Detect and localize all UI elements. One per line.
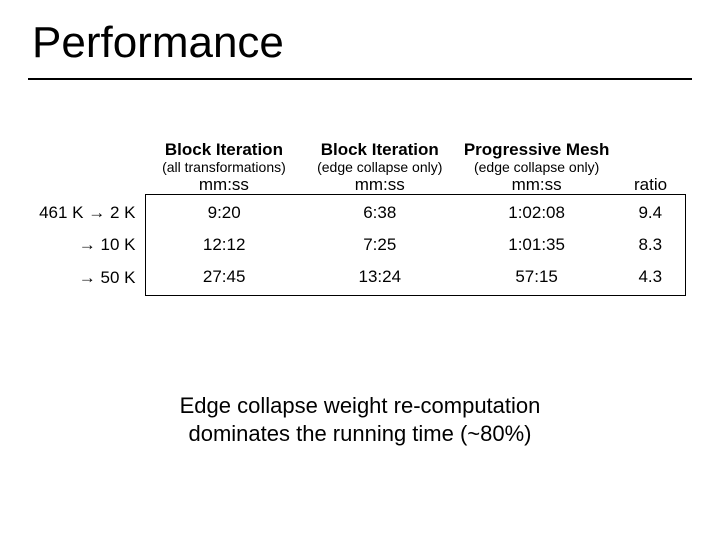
col-header-unit: mm:ss: [302, 175, 458, 195]
table-header-row-main: Block Iteration Block Iteration Progress…: [34, 140, 686, 160]
col-header-sub: (edge collapse only): [458, 160, 616, 175]
col-header-unit: mm:ss: [458, 175, 616, 195]
cell-value: 1:02:08: [458, 195, 616, 230]
table-row: → 50 K 27:45 13:24 57:15 4.3: [34, 261, 686, 296]
row-label: → 50 K: [34, 261, 146, 296]
col-header-sub: (edge collapse only): [302, 160, 458, 175]
slide: Performance Block Iteration Block Iterat…: [0, 0, 720, 540]
cell-value: 7:25: [302, 229, 458, 261]
cell-value: 27:45: [146, 261, 302, 296]
table-row: → 10 K 12:12 7:25 1:01:35 8.3: [34, 229, 686, 261]
table-row: 461 K → 2 K 9:20 6:38 1:02:08 9.4: [34, 195, 686, 230]
col-header-main: Block Iteration: [146, 140, 302, 160]
table-header-row-unit: mm:ss mm:ss mm:ss ratio: [34, 175, 686, 195]
caption: Edge collapse weight re-computation domi…: [0, 392, 720, 447]
title-underline: [28, 78, 692, 80]
page-title: Performance: [32, 18, 284, 68]
table-header-row-sub: (all transformations) (edge collapse onl…: [34, 160, 686, 175]
caption-line: Edge collapse weight re-computation: [0, 392, 720, 420]
cell-value: 57:15: [458, 261, 616, 296]
col-header-main: Progressive Mesh: [458, 140, 616, 160]
cell-value: 13:24: [302, 261, 458, 296]
cell-value: 6:38: [302, 195, 458, 230]
col-header-unit: mm:ss: [146, 175, 302, 195]
performance-table: Block Iteration Block Iteration Progress…: [34, 140, 686, 296]
cell-ratio: 4.3: [616, 261, 686, 296]
caption-line: dominates the running time (~80%): [0, 420, 720, 448]
row-label: → 10 K: [34, 229, 146, 261]
cell-value: 1:01:35: [458, 229, 616, 261]
cell-value: 9:20: [146, 195, 302, 230]
col-header-sub: (all transformations): [146, 160, 302, 175]
table: Block Iteration Block Iteration Progress…: [34, 140, 686, 296]
col-header-main: Block Iteration: [302, 140, 458, 160]
cell-value: 12:12: [146, 229, 302, 261]
col-header-ratio: ratio: [616, 175, 686, 195]
row-label: 461 K → 2 K: [34, 195, 146, 230]
cell-ratio: 8.3: [616, 229, 686, 261]
cell-ratio: 9.4: [616, 195, 686, 230]
